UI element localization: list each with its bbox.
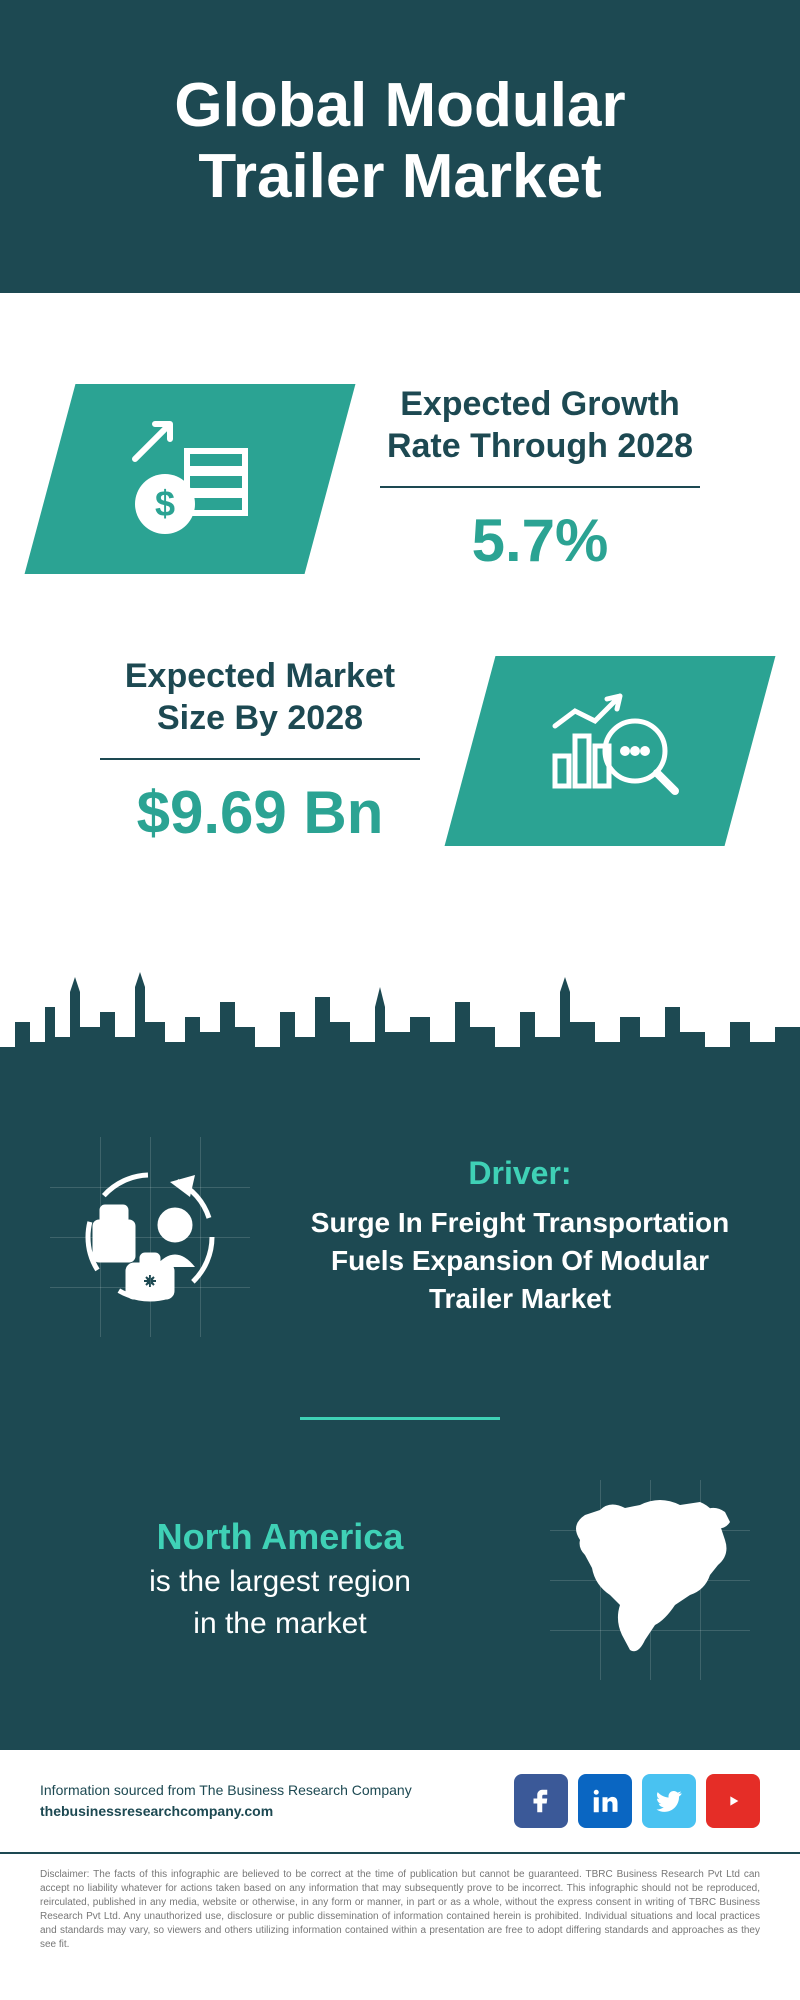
driver-row: Driver: Surge In Freight Transportation … xyxy=(50,1137,750,1337)
footer-source: Information sourced from The Business Re… xyxy=(40,1780,412,1822)
dark-section: Driver: Surge In Freight Transportation … xyxy=(0,1077,800,1750)
stat-growth-rate: $ Expected Growth Rate Through 2028 5.7% xyxy=(50,383,750,575)
facebook-icon[interactable] xyxy=(514,1774,568,1828)
svg-text:$: $ xyxy=(155,483,175,524)
stat-size-label: Expected Market Size By 2028 xyxy=(80,655,440,740)
skyline-silhouette xyxy=(0,967,800,1077)
freight-icon xyxy=(50,1137,250,1337)
driver-label: Driver: xyxy=(290,1155,750,1192)
stat-market-size: Expected Market Size By 2028 $9.69 Bn xyxy=(50,655,750,847)
stat-growth-text: Expected Growth Rate Through 2028 5.7% xyxy=(330,383,750,575)
stats-section: $ Expected Growth Rate Through 2028 5.7%… xyxy=(0,323,800,967)
page-title: Global Modular Trailer Market xyxy=(40,70,760,213)
accent-divider xyxy=(300,1417,500,1420)
social-icons xyxy=(514,1774,760,1828)
region-line-3: in the market xyxy=(50,1603,510,1645)
driver-body: Surge In Freight Transportation Fuels Ex… xyxy=(290,1204,750,1317)
region-line-2: is the largest region xyxy=(50,1561,510,1603)
linkedin-icon[interactable] xyxy=(578,1774,632,1828)
driver-text: Driver: Surge In Freight Transportation … xyxy=(290,1155,750,1317)
disclaimer-text: Disclaimer: The facts of this infographi… xyxy=(0,1854,800,1982)
title-line-2: Trailer Market xyxy=(198,142,601,211)
divider xyxy=(100,758,420,760)
youtube-icon[interactable] xyxy=(706,1774,760,1828)
header-gap xyxy=(0,293,800,323)
chart-analysis-icon xyxy=(445,656,776,846)
title-line-1: Global Modular xyxy=(174,71,625,140)
stat-size-text: Expected Market Size By 2028 $9.69 Bn xyxy=(50,655,470,847)
stat-growth-label: Expected Growth Rate Through 2028 xyxy=(360,383,720,468)
region-highlight: North America xyxy=(50,1514,510,1561)
stat-growth-value: 5.7% xyxy=(360,506,720,575)
source-line-1: Information sourced from The Business Re… xyxy=(40,1780,412,1801)
north-america-map-icon xyxy=(550,1480,750,1680)
divider xyxy=(380,486,700,488)
footer-bar: Information sourced from The Business Re… xyxy=(0,1750,800,1854)
region-text: North America is the largest region in t… xyxy=(50,1514,510,1645)
stat-size-value: $9.69 Bn xyxy=(80,778,440,847)
source-line-2: thebusinessresearchcompany.com xyxy=(40,1801,412,1822)
region-row: North America is the largest region in t… xyxy=(50,1480,750,1680)
money-growth-icon: $ xyxy=(25,384,356,574)
header-banner: Global Modular Trailer Market xyxy=(0,0,800,293)
twitter-icon[interactable] xyxy=(642,1774,696,1828)
